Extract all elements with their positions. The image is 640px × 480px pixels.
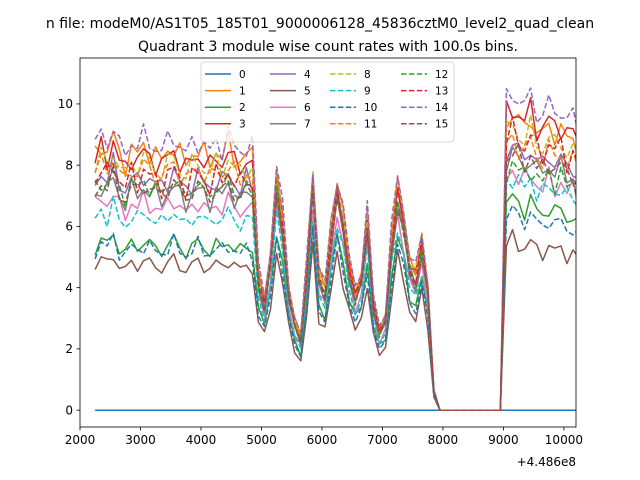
y-tick-label: 8 (65, 158, 73, 172)
x-tick-label: 9000 (488, 433, 519, 447)
y-tick-label: 10 (58, 97, 73, 111)
series-line-9 (94, 173, 576, 411)
legend-label: 15 (435, 119, 448, 131)
series-line-10 (94, 204, 576, 411)
figure-suptitle: n file: modeM0/AS1T05_185T01_9000006128_… (46, 16, 594, 32)
legend-label: 5 (304, 85, 311, 97)
legend-box (200, 61, 455, 143)
y-tick-label: 4 (65, 281, 73, 295)
x-axis: 2000 3000 4000 5000 6000 7000 8000 9000 10000 (65, 427, 583, 447)
legend-label: 1 (239, 85, 246, 97)
legend-label: 2 (239, 102, 246, 114)
series-line-8 (94, 114, 576, 411)
x-tick-label: 10000 (545, 433, 583, 447)
series-line-14 (94, 87, 576, 411)
legend-label: 13 (435, 85, 448, 97)
series-line-11 (94, 133, 576, 411)
x-tick-label: 8000 (428, 433, 459, 447)
legend-label: 9 (364, 85, 371, 97)
x-tick-label: 3000 (125, 433, 156, 447)
series-line-13 (94, 115, 576, 411)
series-line-15 (94, 143, 576, 411)
legend-label: 4 (304, 69, 311, 81)
series-line-5 (94, 228, 576, 411)
chart-title: Quadrant 3 module wise count rates with … (138, 39, 518, 55)
legend-label: 14 (435, 102, 449, 114)
y-axis: 0 2 4 6 8 10 (58, 97, 80, 417)
y-tick-label: 6 (65, 220, 73, 234)
legend-label: 8 (364, 69, 371, 81)
x-tick-label: 2000 (65, 433, 96, 447)
x-tick-label: 7000 (367, 433, 398, 447)
x-tick-label: 5000 (246, 433, 277, 447)
series-line-6 (94, 166, 576, 411)
series-line-2 (94, 193, 576, 411)
x-tick-label: 6000 (307, 433, 338, 447)
x-tick-label: 4000 (186, 433, 217, 447)
x-offset-text: +4.486e8 (517, 455, 576, 469)
plot-area (79, 57, 577, 428)
legend-label: 3 (239, 119, 246, 131)
legend-label: 6 (304, 102, 311, 114)
legend-label: 10 (364, 102, 377, 114)
legend-label: 0 (239, 69, 246, 81)
legend-label: 7 (304, 119, 311, 131)
legend-label: 12 (435, 69, 448, 81)
legend-label: 11 (364, 119, 377, 131)
y-tick-label: 2 (65, 342, 73, 356)
plot-frame (79, 57, 577, 428)
y-tick-label: 0 (65, 403, 73, 417)
